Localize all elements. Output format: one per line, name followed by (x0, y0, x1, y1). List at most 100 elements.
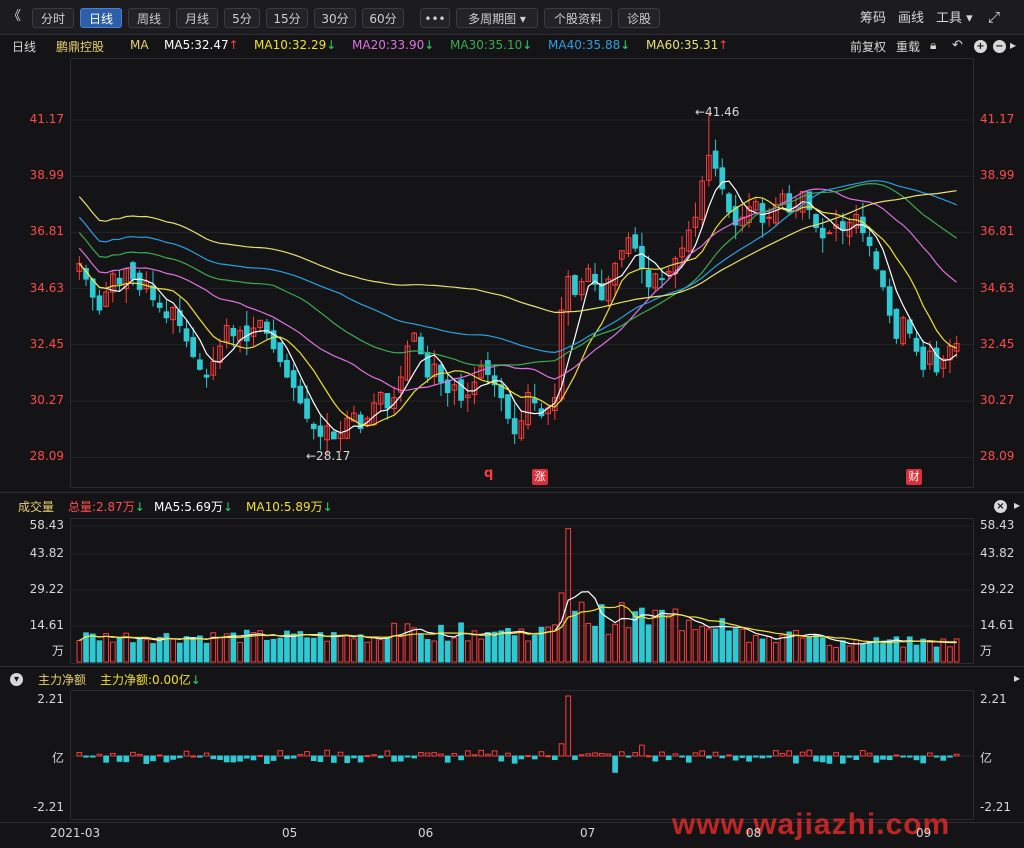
zoom-out-icon[interactable]: − (993, 40, 1006, 53)
capital-value: 主力净额:0.00亿↓ (100, 673, 201, 687)
candle-body (351, 412, 357, 422)
volume-bar (411, 627, 418, 663)
q-marker[interactable]: q (484, 466, 494, 481)
capital-bar (719, 755, 726, 759)
tab-intraday[interactable]: 分时 (32, 8, 74, 28)
price-tick-left: 36.81 (29, 224, 64, 239)
stock-name[interactable]: 鹏鼎控股 (56, 40, 105, 54)
lock-icon[interactable]: 🔒︎ (930, 38, 937, 52)
volume-bar (257, 630, 264, 663)
capital-bar (739, 755, 746, 758)
forward-adjust-button[interactable]: 前复权 (850, 40, 887, 54)
volume-bar (572, 610, 578, 663)
undo-icon[interactable]: ↶ (952, 38, 963, 53)
capital-bar (89, 755, 96, 758)
volume-bar (83, 632, 89, 663)
ma-label[interactable]: MA (130, 38, 149, 52)
capital-bar (618, 751, 625, 757)
volume-tick-left: 29.22 (29, 582, 64, 596)
tab-weekly[interactable]: 周线 (128, 8, 170, 28)
capital-bar (565, 695, 572, 757)
candlestick-chart[interactable] (70, 58, 974, 488)
scroll-right-icon[interactable]: ▸ (1010, 38, 1017, 52)
candle-body (605, 278, 612, 302)
capital-scroll-icon[interactable]: ▸ (1014, 671, 1021, 685)
capital-bar (839, 755, 846, 764)
capital-bar (344, 755, 351, 764)
capital-bar (351, 755, 357, 759)
capital-bar (525, 755, 531, 758)
capital-bar (833, 752, 839, 757)
financial-report-badge[interactable]: 财 (906, 469, 922, 485)
tab-monthly[interactable]: 月线 (176, 8, 218, 28)
candle-body (632, 234, 639, 249)
fullscreen-icon[interactable]: ⤢ (988, 8, 1001, 26)
volume-bar (451, 637, 458, 663)
stock-profile-button[interactable]: 个股资料 (544, 8, 612, 28)
capital-bar (900, 755, 906, 758)
capital-bar (793, 755, 799, 764)
capital-flow-chart[interactable] (70, 690, 974, 820)
multi-period-dropdown[interactable]: 多周期图 ▾ (456, 8, 538, 28)
capital-title[interactable]: 主力净额 (38, 673, 87, 687)
chip-distribution-button[interactable]: 筹码 (860, 11, 887, 26)
candle-body (719, 167, 726, 190)
candle-body (183, 328, 190, 342)
tools-dropdown[interactable]: 工具 ▾ (936, 11, 973, 26)
volume-bar (726, 630, 732, 663)
more-periods-button[interactable]: ••• (420, 8, 450, 28)
capital-bar (819, 755, 826, 763)
volume-chart[interactable] (70, 518, 974, 664)
capital-tick-left: -2.21 (32, 800, 64, 814)
volume-bar (786, 631, 793, 663)
candle-body (525, 391, 531, 426)
candle-body (498, 384, 505, 399)
draw-line-button[interactable]: 画线 (898, 11, 925, 26)
volume-title[interactable]: 成交量 (18, 500, 55, 514)
capital-bar (826, 755, 833, 764)
tab-15min[interactable]: 15分 (266, 8, 308, 28)
capital-bar (237, 755, 243, 762)
capital-bar (545, 755, 551, 758)
volume-bar (665, 614, 672, 663)
capital-bar (324, 749, 330, 757)
volume-bar (424, 639, 431, 663)
collapse-sidebar-icon[interactable]: 《 (8, 9, 22, 24)
price-tick-left: 34.63 (29, 280, 64, 295)
volume-bar (109, 641, 116, 663)
candle-body (893, 308, 900, 339)
volume-bar (578, 601, 585, 663)
reload-button[interactable]: 重载 (896, 40, 921, 54)
candle-body (458, 379, 464, 401)
close-volume-icon[interactable]: × (994, 500, 1007, 513)
candle-body (190, 337, 197, 357)
tab-5min[interactable]: 5分 (224, 8, 260, 28)
volume-bar (130, 642, 136, 663)
diagnose-button[interactable]: 诊股 (618, 8, 660, 28)
volume-bar (391, 622, 397, 663)
capital-bar (217, 755, 223, 760)
volume-bar (585, 622, 592, 663)
capital-bar (458, 755, 464, 761)
candle-body (699, 180, 706, 220)
price-tick-right: 30.27 (980, 393, 1015, 407)
zoom-in-icon[interactable]: + (974, 40, 987, 53)
collapse-panel-icon[interactable]: ▾ (10, 673, 23, 686)
tab-30min[interactable]: 30分 (314, 8, 356, 28)
capital-bar (337, 751, 344, 757)
capital-bar (116, 755, 123, 762)
capital-bar (685, 755, 692, 763)
volume-bar (103, 633, 109, 663)
volume-scroll-icon[interactable]: ▸ (1014, 498, 1021, 512)
volume-bar (89, 633, 96, 663)
capital-bar (304, 751, 310, 757)
candle-body (538, 408, 545, 417)
capital-bar (163, 755, 170, 763)
volume-bar (685, 619, 692, 663)
volume-bar (739, 628, 746, 663)
tab-60min[interactable]: 60分 (362, 8, 404, 28)
candle-body (464, 394, 471, 399)
tab-daily[interactable]: 日线 (80, 8, 122, 28)
limit-up-badge[interactable]: 涨 (532, 469, 548, 485)
capital-bar (190, 755, 197, 758)
